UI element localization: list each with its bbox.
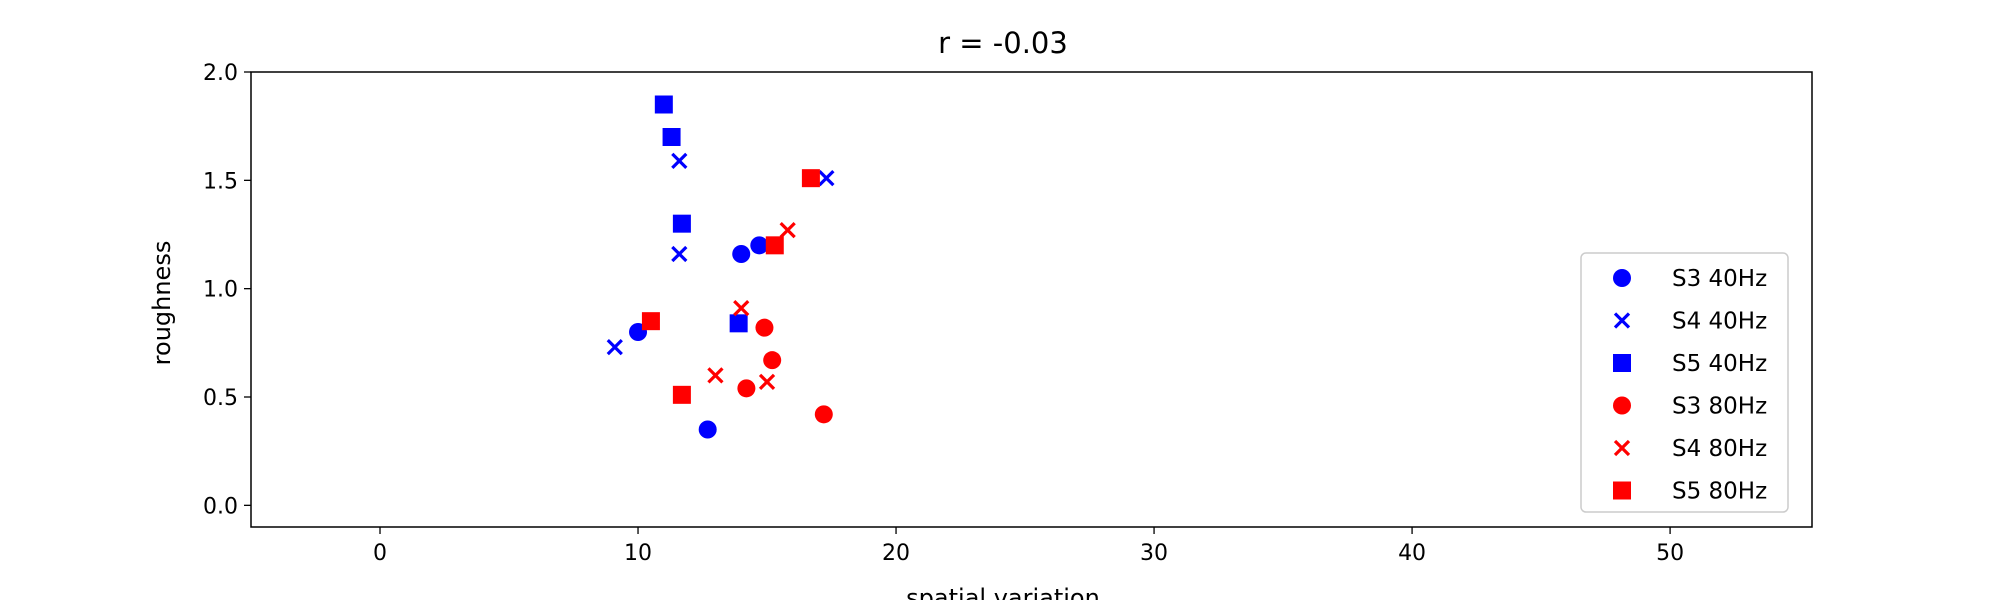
x-tick-label: 30: [1140, 541, 1168, 566]
y-tick-label: 2.0: [203, 61, 238, 86]
x-tick-label: 50: [1656, 541, 1684, 566]
data-point-x-4: [707, 367, 724, 384]
data-markers: [606, 95, 835, 439]
legend-label: S3 80Hz: [1672, 394, 1767, 420]
data-point-circle-0: [750, 236, 769, 255]
y-axis-title: roughness: [148, 241, 176, 366]
legend-marker-square: [1613, 354, 1631, 372]
data-point-x-1: [671, 245, 688, 263]
legend-marker-square: [1613, 481, 1631, 500]
legend-marker-circle: [1613, 396, 1631, 415]
data-point-circle-3: [755, 318, 774, 337]
legend-marker-x: [1613, 312, 1631, 329]
data-point-x-4: [733, 300, 750, 317]
legend-label: S4 40Hz: [1672, 309, 1767, 335]
data-point-square-2: [654, 95, 673, 114]
legend-label: S5 80Hz: [1672, 479, 1767, 505]
data-point-x-4: [779, 222, 796, 239]
y-tick-label: 1.0: [203, 278, 238, 303]
legend-frame: [1580, 252, 1789, 513]
x-axis-title: spatial variation: [906, 584, 1100, 600]
x-tick-label: 0: [373, 541, 387, 566]
legend-marker-x: [1613, 439, 1631, 457]
data-point-x-1: [606, 339, 623, 356]
data-point-x-1: [818, 170, 835, 187]
y-tick-label: 0.0: [203, 494, 238, 519]
data-point-square-2: [672, 214, 691, 233]
legend-label: S5 40Hz: [1672, 351, 1767, 377]
data-point-circle-3: [763, 351, 782, 370]
legend-label: S4 80Hz: [1672, 436, 1767, 462]
data-point-square-2: [729, 314, 748, 333]
plot-frame: [250, 71, 1813, 528]
data-point-circle-3: [737, 379, 756, 398]
y-tick-label: 1.5: [203, 169, 238, 194]
x-tick-label: 20: [882, 541, 910, 566]
x-tick-label: 40: [1398, 541, 1426, 566]
data-point-square-5: [641, 312, 660, 331]
data-point-square-5: [801, 169, 820, 188]
legend-marker-circle: [1613, 269, 1631, 287]
data-point-x-1: [671, 152, 688, 169]
chart-title: r = -0.03: [938, 26, 1068, 60]
data-point-circle-3: [814, 405, 833, 424]
data-point-square-5: [672, 385, 691, 404]
y-axis-ticks: 0.0 0.5 1.0 1.5 2.0: [203, 61, 251, 519]
data-point-square-5: [765, 236, 784, 255]
plot-area: 0 10 20 30 40 50 0.0 0.5 1.0 1.5 2.0: [203, 61, 1813, 566]
x-axis-ticks: 0 10 20 30 40 50: [373, 527, 1684, 566]
data-point-circle-0: [698, 420, 717, 439]
data-point-square-2: [662, 128, 681, 146]
legend-label: S3 40Hz: [1672, 266, 1767, 292]
data-point-circle-0: [732, 245, 751, 263]
legend: S3 40Hz S4 40Hz S5 40Hz S3 80Hz S4 80Hz S5 80…: [1580, 252, 1789, 513]
data-point-x-4: [758, 373, 776, 390]
y-tick-label: 0.5: [203, 386, 238, 411]
x-tick-label: 10: [624, 541, 652, 566]
